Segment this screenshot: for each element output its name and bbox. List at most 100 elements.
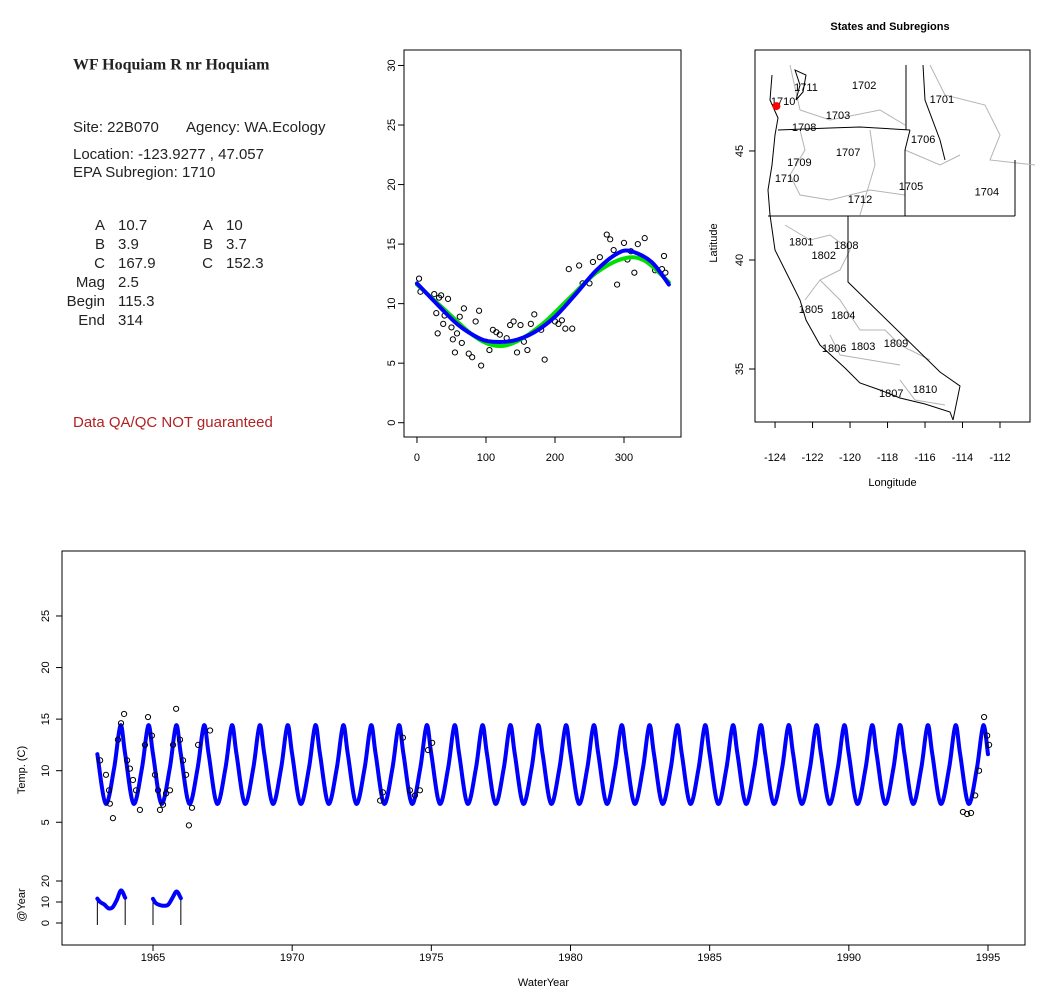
data-point: [510, 318, 517, 325]
subregion-label: 1710: [775, 173, 799, 185]
y-axis-label: @Year: [16, 888, 28, 922]
y-axis-label: Temp. (C): [16, 746, 28, 794]
data-point: [379, 789, 387, 796]
x-tick-label: 1995: [976, 952, 1000, 964]
x-tick-label: -124: [764, 452, 786, 464]
parameter-table: A 10.7 A 10 B 3.9 B 3.7 C 167.9 C 152.3 Mag 2.5 Begin 1…: [67, 217, 264, 329]
x-tick-label: -120: [839, 452, 861, 464]
param-label: C: [94, 255, 105, 272]
y-tick-label: 10: [40, 765, 52, 777]
y-tick-label: 10: [40, 896, 52, 908]
data-point: [162, 790, 170, 797]
data-point: [507, 321, 514, 329]
coastline: [767, 74, 954, 421]
data-point: [496, 331, 503, 338]
data-point: [109, 815, 117, 822]
data-point: [660, 252, 668, 260]
subregion-label: 1701: [930, 94, 954, 106]
y-tick-label: 10: [386, 298, 398, 310]
subregion-label: 1806: [822, 343, 846, 355]
data-point: [114, 736, 122, 743]
data-point: [438, 292, 445, 299]
data-point: [179, 757, 187, 764]
location: Location: -123.9277 , 47.057: [73, 146, 264, 163]
data-point: [555, 320, 562, 327]
subregion-label: 1801: [789, 236, 813, 248]
data-point: [517, 321, 524, 329]
param-value: 3.9: [118, 236, 139, 253]
param-value: 152.3: [226, 255, 264, 272]
subregion: EPA Subregion: 1710: [73, 164, 215, 181]
y-tick-label: 15: [386, 238, 398, 250]
subregion-boundary: [784, 64, 1036, 406]
data-point: [596, 254, 603, 261]
data-point: [478, 362, 485, 369]
data-point: [102, 771, 110, 778]
data-point: [97, 757, 104, 764]
data-point: [154, 787, 162, 794]
data-point: [607, 236, 614, 243]
data-point: [603, 231, 610, 238]
data-point: [465, 350, 472, 357]
y-tick-label: 20: [40, 875, 52, 887]
param-value: 3.7: [226, 236, 247, 253]
y-tick-label: 5: [386, 360, 398, 366]
y-tick-label: 30: [386, 59, 398, 71]
data-point: [406, 787, 414, 794]
data-point: [634, 240, 641, 248]
data-point: [377, 797, 384, 804]
subregion-label: 1707: [836, 147, 860, 159]
param-label: End: [78, 312, 105, 329]
subregion-label: 1702: [852, 80, 876, 92]
data-point: [541, 356, 548, 363]
data-point: [148, 732, 155, 739]
y-tick-label: 0: [386, 420, 398, 426]
puget-sound: [794, 69, 807, 101]
data-point: [411, 792, 419, 799]
x-tick-label: 0: [414, 452, 420, 464]
data-point: [195, 741, 202, 749]
x-tick-label: -122: [802, 452, 824, 464]
seasonal-frame: [403, 49, 682, 438]
data-point: [589, 258, 597, 266]
y-tick-label: 20: [386, 178, 398, 190]
subregion-label: 1709: [787, 157, 811, 169]
data-point: [136, 806, 144, 813]
data-point: [106, 800, 113, 807]
param-value: 10: [226, 217, 243, 234]
fitted-curve: [95, 723, 990, 806]
x-tick-label: -118: [877, 452, 898, 464]
data-point: [415, 275, 423, 282]
x-tick-label: 1970: [280, 952, 304, 964]
series-frame: [61, 550, 1026, 946]
subregion-label: 1703: [826, 110, 850, 122]
data-point: [448, 324, 455, 331]
disclaimer: Data QA/QC NOT guaranteed: [73, 414, 273, 431]
data-point: [460, 305, 467, 312]
data-point: [558, 317, 565, 324]
x-tick-label: 1985: [697, 952, 721, 964]
subregion-label: 1807: [879, 388, 903, 400]
param-value: 10.7: [118, 217, 147, 234]
y-tick-label: 35: [734, 363, 746, 375]
param-label: Mag: [76, 274, 105, 291]
param-value: 314: [118, 312, 143, 329]
data-point: [188, 804, 196, 811]
state-boundary: [768, 64, 1016, 421]
map-title: States and Subregions: [830, 21, 949, 33]
map-outlines: [767, 64, 1036, 421]
site-id: Site: 22B070: [73, 119, 159, 136]
x-tick-label: 1975: [419, 952, 443, 964]
y-tick-label: 20: [40, 661, 52, 673]
x-tick-label: 300: [615, 452, 633, 464]
data-point: [527, 320, 534, 327]
y-tick-label: 25: [386, 119, 398, 131]
data-point: [469, 354, 476, 361]
data-point: [176, 736, 184, 743]
data-point: [126, 765, 134, 772]
y-tick-label: 45: [734, 145, 746, 157]
data-point: [964, 810, 971, 818]
data-point: [185, 822, 193, 829]
